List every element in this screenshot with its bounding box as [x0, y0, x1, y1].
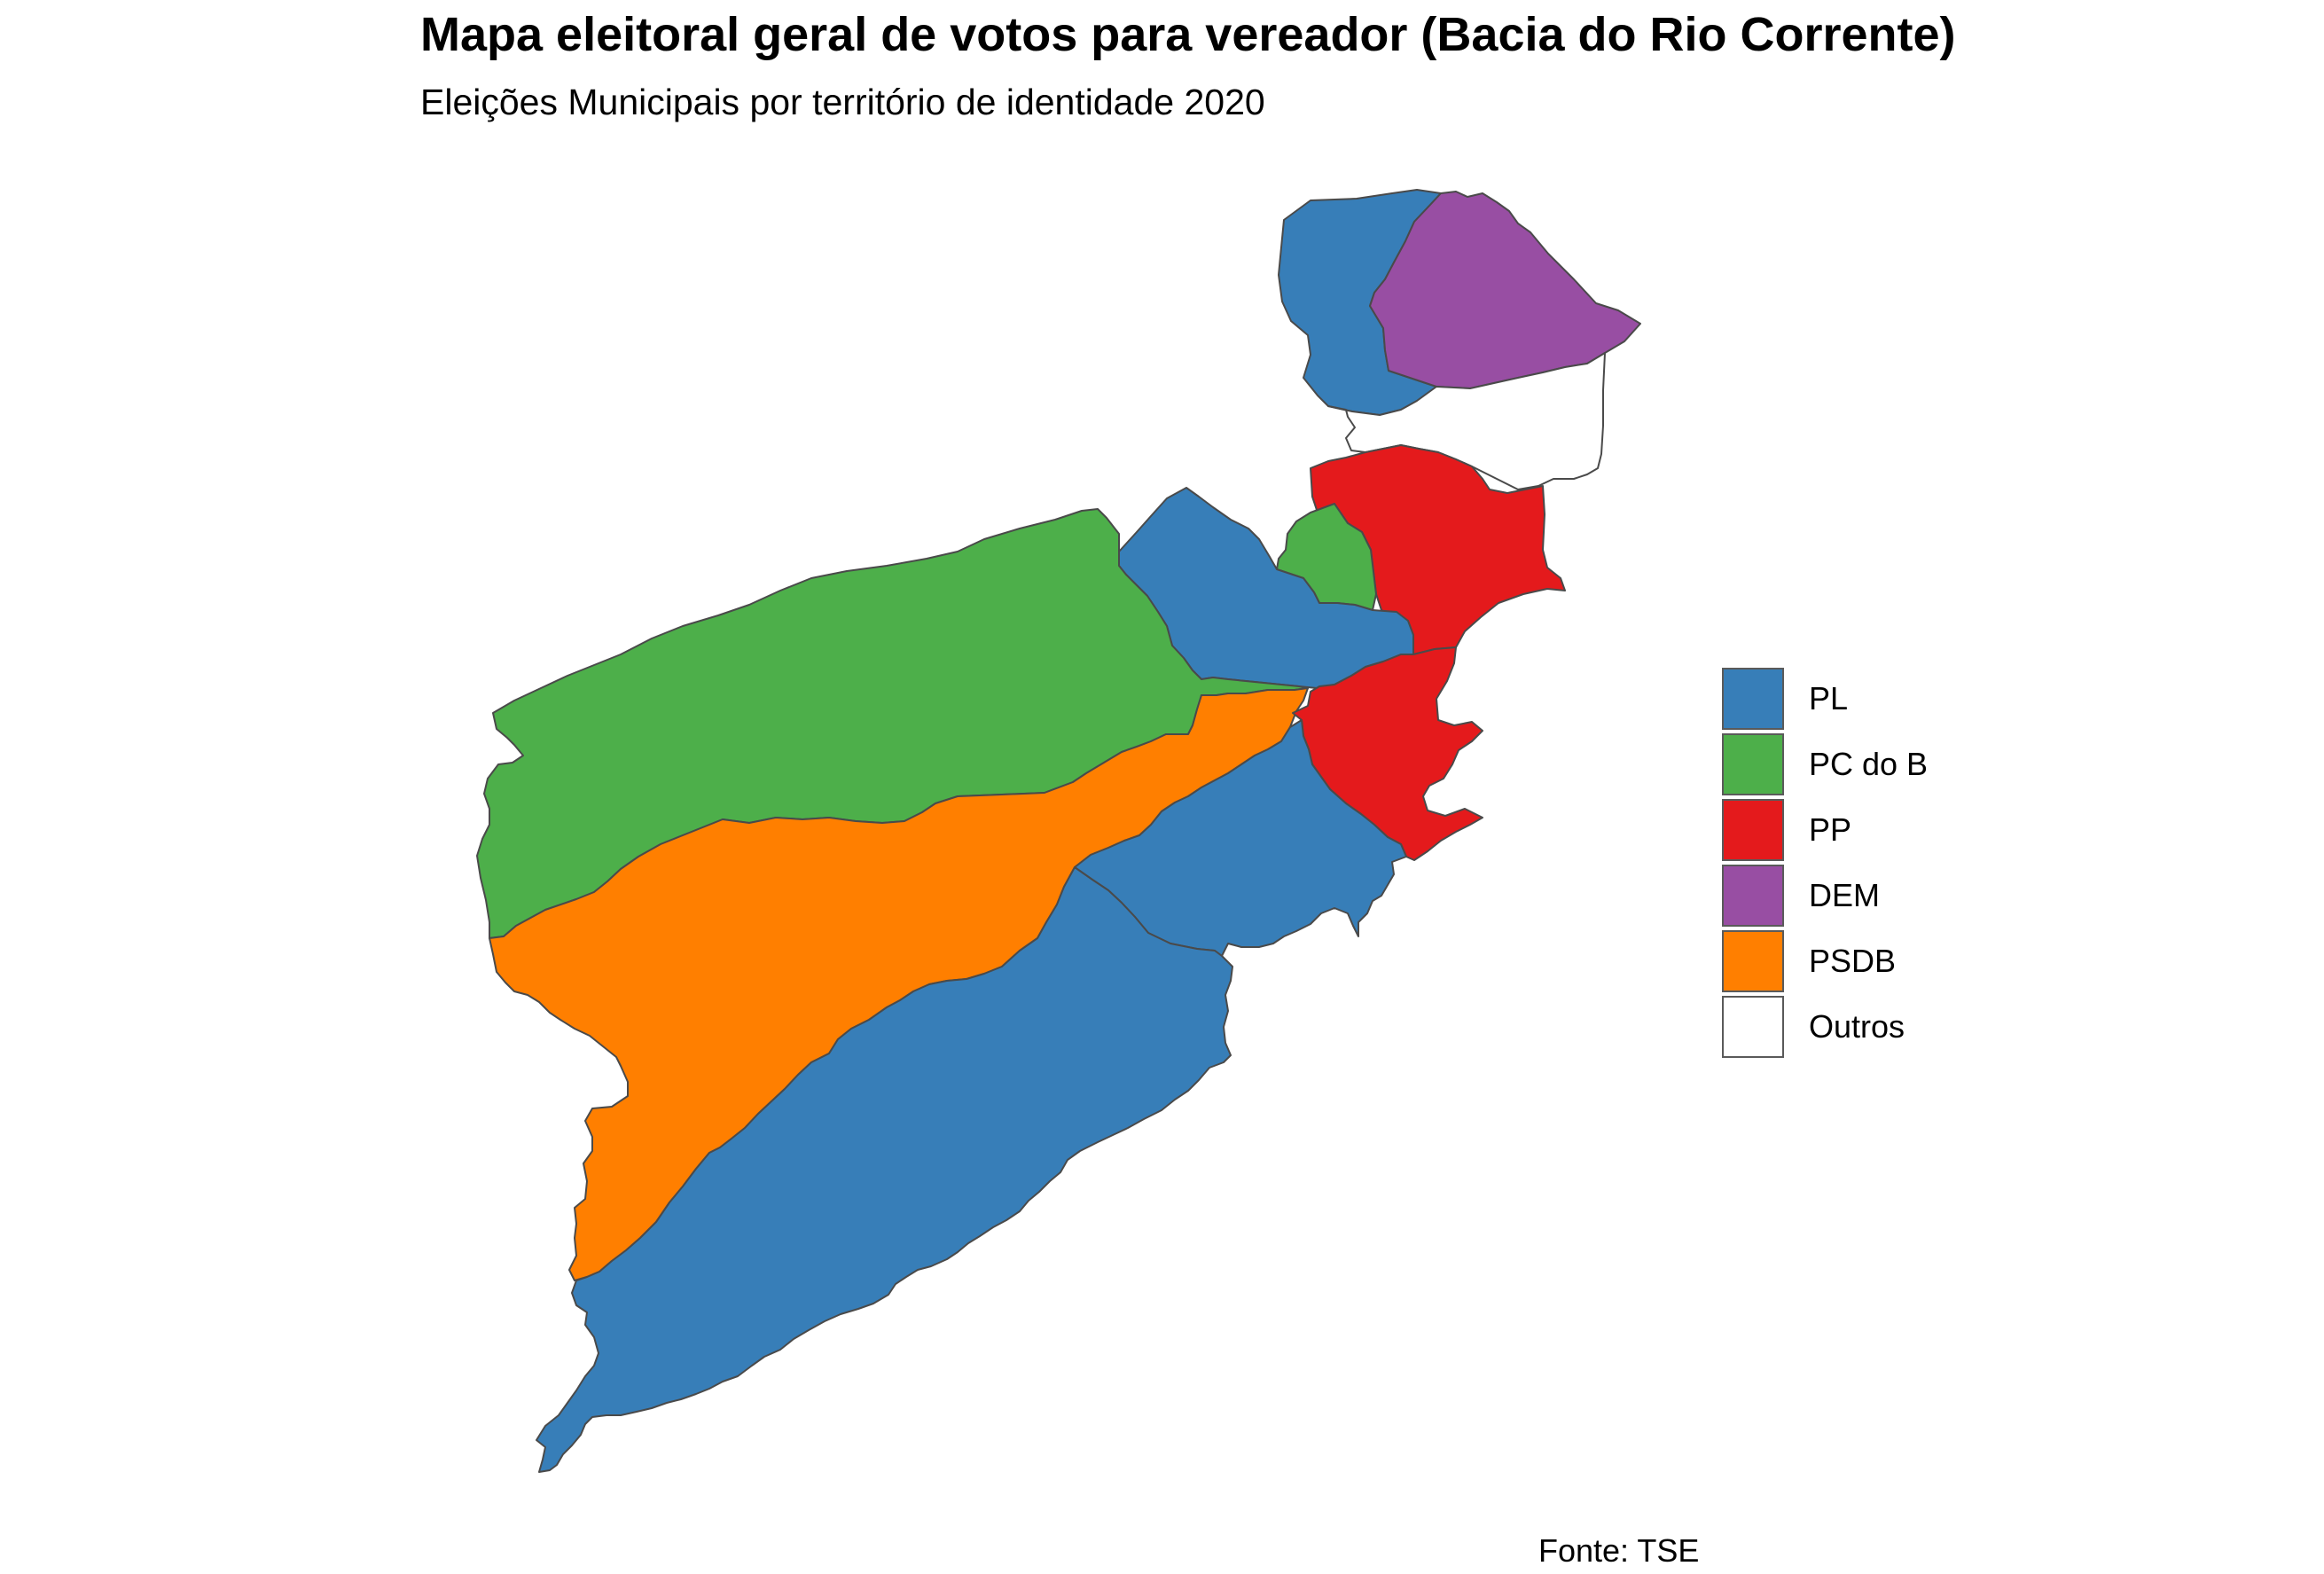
- source-caption: Fonte: TSE: [1538, 1532, 1700, 1569]
- legend: PL PC do B PP DEM PSDB Outros: [1722, 666, 1928, 1060]
- legend-swatch: [1722, 668, 1784, 730]
- legend-label: PC do B: [1809, 746, 1929, 782]
- legend-label: PP: [1809, 811, 1852, 848]
- map-region: [1327, 352, 1606, 490]
- legend-swatch: [1722, 799, 1784, 861]
- legend-swatch: [1722, 930, 1784, 992]
- legend-swatch: [1722, 996, 1784, 1058]
- legend-item-psdb: PSDB: [1722, 928, 1928, 994]
- legend-label: DEM: [1809, 877, 1880, 913]
- map-region: [1292, 646, 1483, 861]
- legend-swatch: [1722, 865, 1784, 927]
- legend-swatch: [1722, 733, 1784, 795]
- map-region: [1074, 719, 1407, 957]
- legend-item-dem: DEM: [1722, 863, 1928, 928]
- legend-label: PSDB: [1809, 943, 1897, 979]
- legend-item-pp: PP: [1722, 797, 1928, 863]
- legend-label: PL: [1809, 680, 1849, 717]
- legend-item-pl: PL: [1722, 666, 1928, 732]
- legend-label: Outros: [1809, 1008, 1905, 1045]
- map-region: [536, 866, 1233, 1473]
- legend-item-pc-do-b: PC do B: [1722, 732, 1928, 797]
- legend-item-outros: Outros: [1722, 994, 1928, 1060]
- map-title: Mapa eleitoral geral de votos para verea…: [420, 8, 1956, 61]
- map-subtitle: Eleições Municipais por território de id…: [420, 82, 1265, 122]
